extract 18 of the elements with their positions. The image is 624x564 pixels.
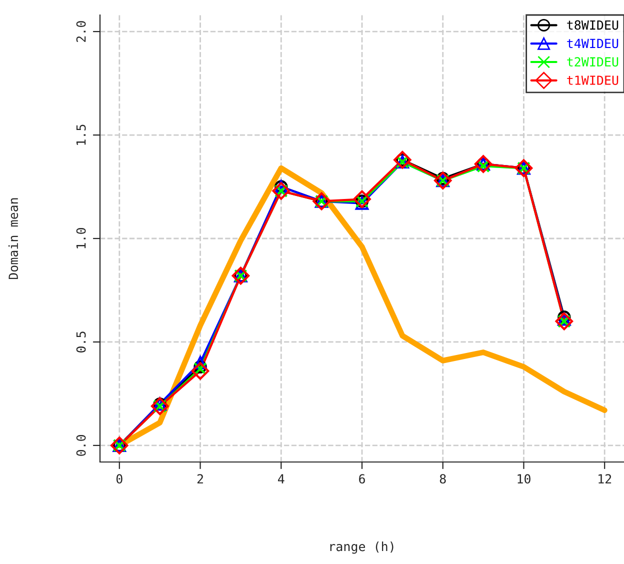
x-tick-label: 12 bbox=[598, 474, 612, 484]
x-tick-label: 4 bbox=[278, 474, 284, 484]
x-tick-label: 6 bbox=[359, 474, 365, 484]
y-tick-label: 0.0 bbox=[76, 434, 86, 456]
legend-label: t4WIDEU bbox=[567, 38, 618, 48]
y-tick-label: 0.5 bbox=[76, 332, 86, 352]
x-axis-title: range (h) bbox=[330, 542, 394, 554]
y-axis-title: Domain mean bbox=[8, 198, 18, 280]
x-tick-label: 0 bbox=[116, 474, 122, 484]
x-tick-label: 2 bbox=[197, 474, 203, 484]
y-tick-label: 1.0 bbox=[76, 228, 86, 248]
legend-label: t1WIDEU bbox=[567, 76, 618, 85]
y-tick-label: 1.5 bbox=[76, 124, 86, 145]
y-tick-label: 2.0 bbox=[76, 21, 86, 42]
legend-label: t8WIDEU bbox=[567, 20, 618, 30]
x-tick-label: 10 bbox=[518, 474, 530, 484]
legend-label: t2WIDEU bbox=[567, 57, 618, 67]
x-tick-label: 8 bbox=[440, 474, 446, 484]
